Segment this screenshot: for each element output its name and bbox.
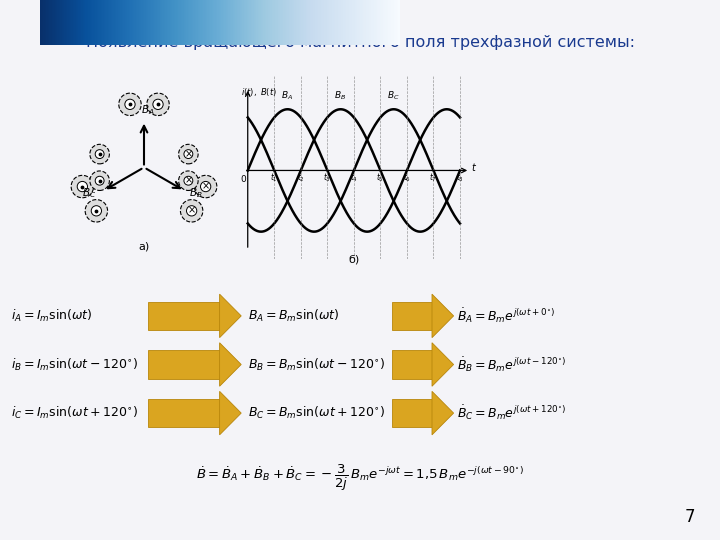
Text: $t_2$: $t_2$ [297,172,305,184]
Circle shape [186,206,197,216]
Text: $B_C$: $B_C$ [387,89,400,102]
Text: $\dot{B}_A = B_m e^{j(\omega t+0^{\circ})}$: $\dot{B}_A = B_m e^{j(\omega t+0^{\circ}… [457,307,555,325]
Circle shape [184,176,193,185]
Text: $i_A = I_m \sin(\omega t)$: $i_A = I_m \sin(\omega t)$ [11,308,92,324]
Text: $i(t),\ B(t)$: $i(t),\ B(t)$ [241,86,277,98]
Circle shape [179,171,198,191]
Polygon shape [432,392,454,435]
FancyBboxPatch shape [148,350,220,379]
FancyBboxPatch shape [148,302,220,330]
FancyBboxPatch shape [392,350,432,379]
Circle shape [90,171,109,191]
Circle shape [71,176,94,198]
Text: $t_8$: $t_8$ [456,172,464,184]
Text: $t_3$: $t_3$ [323,172,331,184]
Text: $B_A = B_m \sin(\omega t)$: $B_A = B_m \sin(\omega t)$ [248,308,340,324]
Circle shape [125,99,135,110]
Text: $\dot{B} = \dot{B}_A + \dot{B}_B + \dot{B}_C = -\dfrac{3}{2j}\,B_m e^{-j\omega t: $\dot{B} = \dot{B}_A + \dot{B}_B + \dot{… [196,463,524,493]
Text: $i_B = I_m \sin(\omega t - 120^{\circ})$: $i_B = I_m \sin(\omega t - 120^{\circ})$ [11,356,138,373]
Text: ×: × [202,181,210,192]
Polygon shape [220,343,241,386]
Text: $i_C = I_m \sin(\omega t + 120^{\circ})$: $i_C = I_m \sin(\omega t + 120^{\circ})$ [11,405,138,421]
Text: $B_B = B_m \sin(\omega t - 120^{\circ})$: $B_B = B_m \sin(\omega t - 120^{\circ})$ [248,356,385,373]
Circle shape [194,176,217,198]
Text: а): а) [138,241,150,251]
FancyBboxPatch shape [392,302,432,330]
Circle shape [91,206,102,216]
Text: 0: 0 [240,176,246,184]
FancyBboxPatch shape [392,399,432,427]
Text: $\dot{B}_C = B_m e^{j(\omega t+120^{\circ})}$: $\dot{B}_C = B_m e^{j(\omega t+120^{\cir… [457,404,567,422]
Text: $t_7$: $t_7$ [429,172,438,184]
Text: ×: × [184,149,192,159]
Circle shape [95,150,104,159]
Circle shape [200,181,211,192]
Circle shape [90,144,109,164]
Text: $t_5$: $t_5$ [377,172,384,184]
Text: б): б) [348,254,359,264]
Text: Появление вращающего магнитного поля трехфазной системы:: Появление вращающего магнитного поля тре… [86,35,634,50]
Circle shape [147,93,169,116]
Text: ×: × [184,176,192,186]
Circle shape [179,144,198,164]
Text: $B_C = B_m \sin(\omega t + 120^{\circ})$: $B_C = B_m \sin(\omega t + 120^{\circ})$ [248,405,385,421]
Text: $t_4$: $t_4$ [350,172,358,184]
Text: $B_A$: $B_A$ [282,89,294,102]
Text: $\dot{B}_B = B_m e^{j(\omega t-120^{\circ})}$: $\dot{B}_B = B_m e^{j(\omega t-120^{\cir… [457,355,566,374]
Text: $t_6$: $t_6$ [403,172,411,184]
Text: $B_C$: $B_C$ [83,186,96,200]
Polygon shape [220,294,241,338]
Circle shape [153,99,163,110]
Circle shape [184,150,193,159]
Text: $B_A$: $B_A$ [141,104,155,117]
Polygon shape [432,343,454,386]
Circle shape [95,176,104,185]
Text: 7: 7 [684,509,695,526]
Text: ×: × [188,206,196,216]
Text: $B_B$: $B_B$ [335,89,346,102]
FancyBboxPatch shape [148,399,220,427]
Polygon shape [220,392,241,435]
Text: $t$: $t$ [472,161,477,173]
Text: $t_1$: $t_1$ [270,172,278,184]
Circle shape [181,200,203,222]
Text: $B_B$: $B_B$ [189,186,203,200]
Polygon shape [432,294,454,338]
Circle shape [85,200,107,222]
Circle shape [77,181,88,192]
Circle shape [119,93,141,116]
